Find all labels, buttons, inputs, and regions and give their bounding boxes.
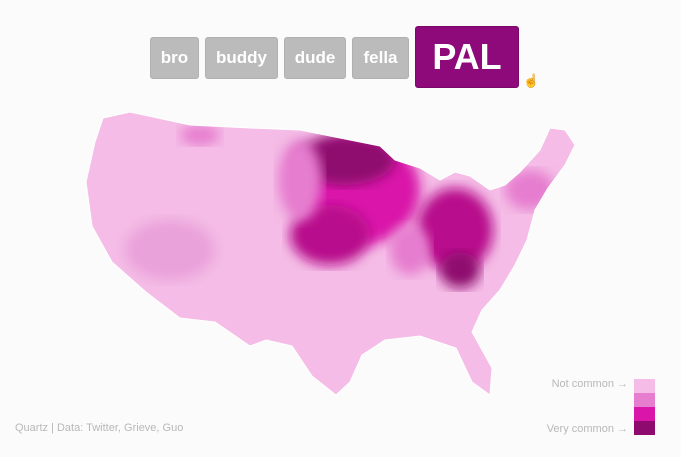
legend-not-common-label: Not common →	[551, 378, 628, 390]
legend-swatch-2	[634, 393, 655, 407]
word-button-pal[interactable]: PAL	[415, 26, 519, 88]
word-button-bro[interactable]: bro	[150, 37, 199, 79]
hand-pointer-icon: ☝	[523, 73, 540, 88]
word-button-fella[interactable]: fella	[352, 37, 409, 79]
legend-very-common-label: Very common →	[546, 423, 628, 435]
credit-text: Quartz | Data: Twitter, Grieve, Guo	[15, 422, 184, 434]
word-button-buddy[interactable]: buddy	[205, 37, 278, 79]
word-button-dude[interactable]: dude	[284, 37, 346, 79]
legend-swatch-1	[634, 379, 655, 393]
legend-swatch-3	[634, 407, 655, 421]
legend-swatch-4	[634, 421, 655, 435]
